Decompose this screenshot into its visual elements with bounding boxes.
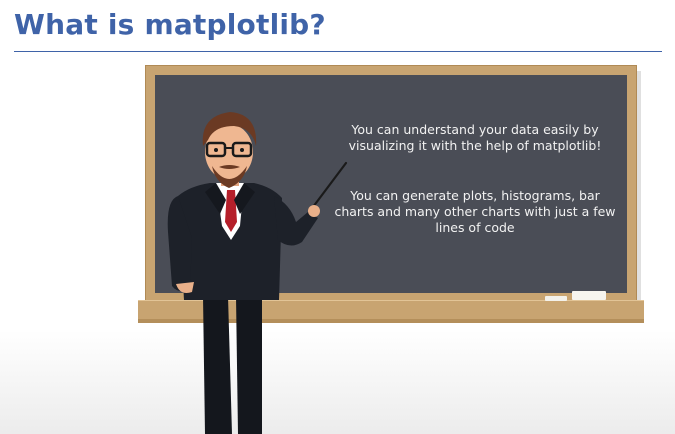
board-text-charts: You can generate plots, histograms, bar … [334, 188, 616, 235]
floor-gradient [0, 330, 675, 434]
chalkboard [145, 65, 637, 303]
eraser [572, 291, 606, 300]
slide-title: What is matplotlib? [14, 8, 326, 41]
chalkboard-surface [155, 75, 627, 293]
title-divider [14, 51, 662, 52]
board-text-visualize: You can understand your data easily by v… [348, 122, 602, 153]
chalkboard-ledge [138, 300, 644, 319]
chalk-piece [545, 296, 567, 301]
